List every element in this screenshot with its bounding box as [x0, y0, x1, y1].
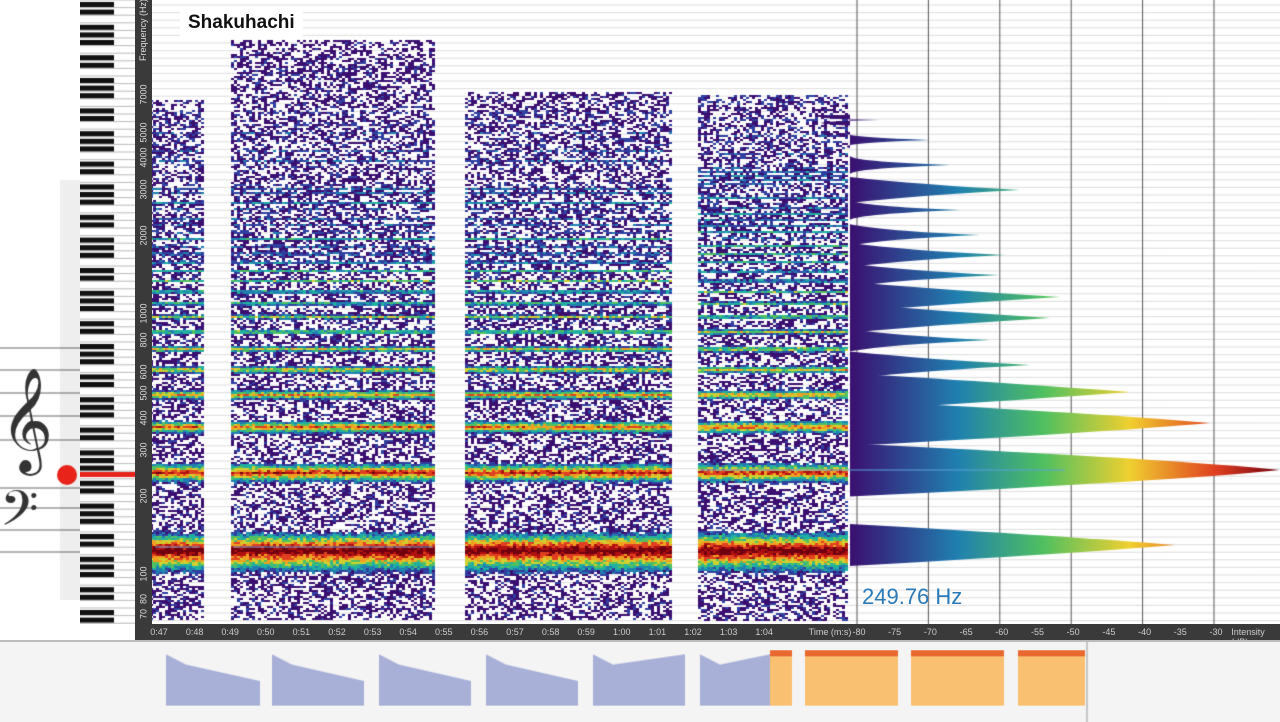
frequency-tick: 1000 [138, 303, 149, 324]
axis-tick: 0:48 [185, 627, 204, 637]
axis-tick: -50 [1066, 627, 1080, 637]
frequency-tick: 70 [138, 609, 149, 620]
frequency-tick: 600 [138, 364, 149, 380]
axis-tick: 0:50 [257, 627, 275, 637]
frequency-tick: 800 [138, 332, 149, 348]
axis-tick: 0:47 [150, 627, 168, 637]
frequency-tick: 2000 [138, 225, 149, 246]
axis-tick: -60 [995, 627, 1009, 637]
axis-tick: 0:52 [328, 627, 346, 637]
axis-tick: 0:53 [363, 627, 382, 637]
axis-tick: -40 [1138, 627, 1152, 637]
frequency-axis: Frequency (Hz) 7000 5000 4000 3000 2000 1000 8… [135, 0, 152, 624]
frequency-tick: 3000 [138, 179, 149, 200]
frequency-tick: 100 [138, 566, 149, 582]
frequency-tick: 400 [138, 410, 149, 426]
axis-tick: -30 [1209, 627, 1223, 637]
piano-keyboard[interactable] [80, 0, 136, 624]
overview-waveform-strip[interactable] [0, 640, 1280, 722]
axis-tick: 0:59 [577, 627, 595, 637]
spectrogram-and-intensity-plot[interactable] [152, 0, 1280, 624]
axis-tick: -55 [1030, 627, 1045, 637]
frequency-tick: 4000 [138, 147, 149, 168]
frequency-tick: 500 [138, 385, 149, 401]
frequency-tick: 300 [138, 442, 149, 458]
axis-tick: 0:56 [470, 627, 489, 637]
axis-tick: 0:49 [221, 627, 239, 637]
axis-tick: 0:55 [435, 627, 453, 637]
axis-tick: 0:57 [506, 627, 524, 637]
time-axis: 0:47 0:48 0:49 0:50 0:51 0:52 0:53 0:54 0:55 0:56… [135, 624, 1280, 647]
axis-tick: 0:54 [399, 627, 417, 637]
frequency-axis-label: Frequency (Hz) [138, 0, 148, 62]
axis-tick: 1:02 [684, 627, 702, 637]
music-staff-with-clefs [0, 0, 80, 624]
axis-tick: -80 [852, 627, 866, 637]
axis-tick: 1:04 [755, 627, 773, 637]
axis-tick: 1:00 [613, 627, 631, 637]
axis-tick: 0:51 [292, 627, 311, 637]
frequency-tick: 7000 [138, 84, 149, 105]
axis-tick: -70 [923, 627, 937, 637]
axis-tick: -75 [888, 627, 902, 637]
instrument-title: Shakuhachi [180, 8, 303, 38]
axis-tick: 1:01 [648, 627, 667, 637]
axis-tick: -45 [1102, 627, 1116, 637]
axis-tick: 0:58 [541, 627, 560, 637]
axis-tick: -65 [959, 627, 973, 637]
axis-tick: 1:03 [719, 627, 738, 637]
axis-tick: -35 [1173, 627, 1187, 637]
pitch-readout: 249.76 Hz [862, 584, 963, 609]
axis-tick: Time (m:s) [808, 627, 852, 637]
frequency-tick: 5000 [138, 122, 149, 143]
frequency-tick: 200 [138, 488, 149, 504]
